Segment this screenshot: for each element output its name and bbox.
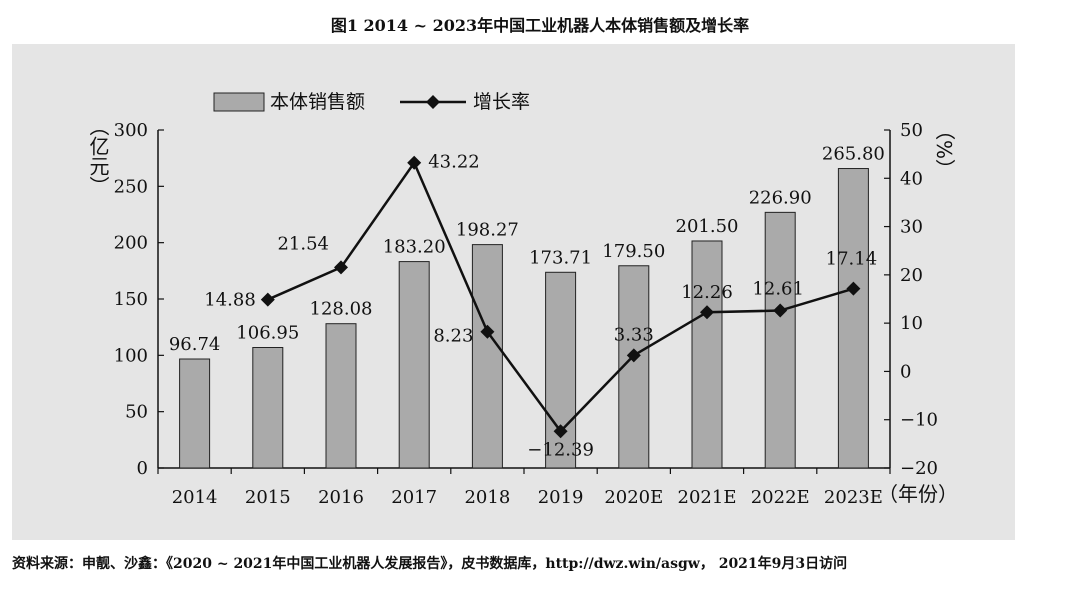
y-right-tick-label: −20 (900, 458, 938, 479)
y-right-tick-label: 20 (900, 265, 923, 286)
bar-2021E (691, 240, 723, 469)
bar-2016 (325, 323, 357, 469)
bar-2017 (398, 261, 430, 469)
bar-value-label: 265.80 (822, 144, 885, 165)
bar-2018 (471, 244, 503, 469)
x-tick-label: 2017 (391, 487, 437, 508)
chart-title: 图1 2014 ~ 2023年中国工业机器人本体销售额及增长率 (330, 16, 750, 35)
bar-value-label: 183.20 (383, 237, 446, 258)
x-tick-label: 2023E (824, 487, 883, 508)
bar-2015 (252, 347, 284, 469)
y-left-tick-label: 0 (137, 458, 148, 479)
data-labels: 96.74 106.95 128.08 183.20 198.27 173.71 179.5… (169, 144, 885, 461)
x-tick-label: 2021E (678, 487, 737, 508)
growth-point-2017 (407, 155, 422, 170)
x-tick-label: 2019 (538, 487, 584, 508)
bar-value-label: 201.50 (676, 216, 739, 237)
growth-point-2023E (846, 281, 861, 296)
growth-value-label: 21.54 (277, 233, 329, 254)
y-left-tick-label: 100 (114, 345, 148, 366)
growth-value-label: −12.39 (527, 439, 594, 460)
y-right-tick-label: −10 (900, 410, 938, 431)
growth-value-label: 12.61 (752, 279, 804, 300)
axes: 0 50 100 150 200 250 300 −20 −10 0 10 20 30 40 50 2014 2… (86, 116, 958, 508)
growth-point-2022E (773, 303, 788, 318)
growth-value-label: 14.88 (204, 290, 256, 311)
growth-point-2015 (260, 292, 275, 307)
growth-value-label: 17.14 (826, 249, 878, 270)
legend-swatch-bar (213, 92, 265, 112)
y-left-tick-label: 200 (114, 233, 148, 254)
bar-value-label: 128.08 (310, 299, 373, 320)
bar-value-label: 106.95 (236, 323, 299, 344)
bar-value-label: 173.71 (529, 247, 592, 268)
growth-point-2018 (480, 324, 495, 339)
y-right-tick-label: 10 (900, 313, 923, 334)
y-right-tick-label: 0 (900, 361, 911, 382)
y-left-unit-label: （亿元） (86, 116, 110, 196)
bar-2022E (764, 211, 796, 469)
bar-value-label: 179.50 (602, 241, 665, 262)
x-unit-label: （年份） (878, 482, 958, 506)
growth-value-label: 43.22 (428, 152, 480, 173)
legend-marker-diamond (426, 95, 440, 109)
bar-value-label: 226.90 (749, 187, 812, 208)
y-left-tick-label: 150 (114, 289, 148, 310)
growth-value-label: 12.26 (681, 282, 733, 303)
bar-2014 (179, 358, 211, 469)
x-tick-label: 2014 (172, 487, 218, 508)
bar-value-label: 198.27 (456, 220, 519, 241)
y-left-tick-label: 300 (114, 120, 148, 141)
x-tick-label: 2022E (751, 487, 810, 508)
x-tick-label: 2016 (318, 487, 364, 508)
growth-point-2021E (700, 305, 714, 320)
x-tick-label: 2015 (245, 487, 291, 508)
x-tick-label: 2018 (464, 487, 510, 508)
legend-label-growth: 增长率 (473, 91, 530, 113)
y-left-tick-label: 50 (125, 402, 148, 423)
bar-2023E (837, 168, 869, 469)
y-right-unit-label: （%） (932, 120, 956, 179)
bar-series (179, 168, 869, 469)
bar-value-label: 96.74 (169, 334, 221, 355)
line-series (260, 155, 861, 439)
growth-value-label: 3.33 (614, 324, 654, 345)
y-right-tick-label: 40 (900, 168, 923, 189)
legend-label-sales: 本体销售额 (270, 91, 365, 113)
x-tick-label: 2020E (604, 487, 663, 508)
y-left-tick-label: 250 (114, 176, 148, 197)
growth-point-2016 (334, 260, 348, 275)
y-right-tick-label: 50 (900, 120, 923, 141)
growth-point-2020E (626, 348, 641, 363)
growth-value-label: 8.23 (433, 326, 473, 347)
growth-point-2019 (553, 424, 568, 439)
y-right-tick-label: 30 (900, 217, 923, 238)
source-note: 资料来源：申靓、沙鑫：《2020 ~ 2021年中国工业机器人发展报告》，皮书数… (12, 556, 848, 572)
legend: 本体销售额 增长率 (213, 91, 530, 113)
